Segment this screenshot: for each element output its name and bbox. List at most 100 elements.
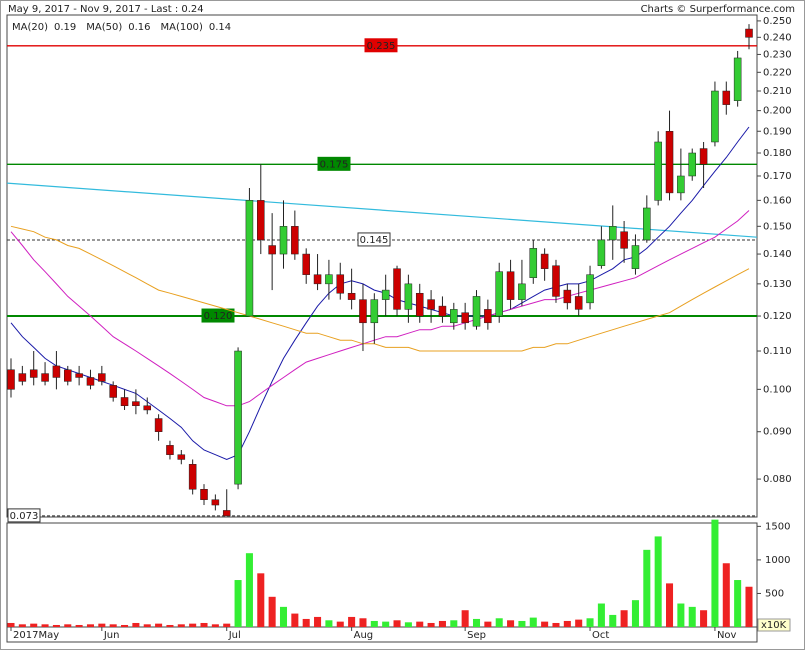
- price-panel: [6, 14, 758, 518]
- volume-bar: [393, 620, 401, 627]
- candle-body: [552, 265, 560, 297]
- volume-bar: [620, 610, 628, 627]
- volume-bar: [631, 600, 639, 627]
- volume-bar: [495, 618, 503, 627]
- volume-bar: [41, 624, 49, 627]
- candle-body: [211, 499, 220, 506]
- candle-body: [222, 510, 231, 517]
- volume-bar: [484, 621, 492, 627]
- candle-body: [302, 253, 310, 275]
- level-label: 0.073: [10, 511, 39, 522]
- legend-value: 0.14: [209, 22, 231, 33]
- volume-bar: [382, 621, 390, 627]
- volume-bar: [507, 620, 515, 627]
- legend-name: MA(50): [86, 22, 122, 33]
- candle-body: [722, 90, 731, 105]
- candle-body: [620, 231, 628, 249]
- x-tick-label: Aug: [354, 630, 374, 641]
- candle-body: [518, 283, 526, 300]
- candle-body: [41, 373, 49, 382]
- volume-bar: [189, 623, 197, 627]
- volume-bar: [745, 586, 753, 627]
- volume-bar: [609, 614, 617, 627]
- y-tick-label: 0.210: [763, 86, 792, 97]
- volume-bar: [121, 624, 129, 627]
- volume-bar: [64, 624, 72, 627]
- volume-bar: [518, 620, 526, 627]
- volume-bar: [552, 622, 560, 627]
- x-tick-label: Jul: [228, 630, 241, 641]
- volume-bar: [279, 606, 288, 627]
- y-tick-label: 0.170: [763, 171, 792, 182]
- volume-bar: [314, 616, 322, 627]
- volume-bar: [666, 583, 674, 627]
- volume-bar: [75, 624, 83, 627]
- candle-body: [745, 28, 753, 38]
- candle-body: [654, 141, 662, 201]
- ma-line: [10, 126, 750, 461]
- volume-bar: [575, 619, 583, 627]
- candle-body: [472, 296, 481, 327]
- candle-body: [495, 271, 503, 317]
- candle-body: [427, 299, 435, 310]
- candle-body: [7, 369, 15, 390]
- candle-body: [631, 245, 640, 269]
- candle-body: [574, 296, 583, 310]
- volume-bar: [223, 623, 231, 627]
- chart-title: May 9, 2017 - Nov 9, 2017 - Last : 0.24: [8, 4, 204, 15]
- volume-bar: [677, 603, 685, 627]
- volume-bar: [257, 573, 265, 627]
- candle-body: [188, 464, 197, 490]
- volume-bar: [7, 622, 15, 627]
- y-tick-label: 0.200: [763, 106, 792, 117]
- candle-body: [370, 299, 379, 324]
- candle-body: [438, 305, 447, 317]
- volume-bar: [348, 616, 356, 627]
- volume-bar: [404, 622, 412, 627]
- volume-bar: [302, 618, 310, 627]
- volume-bar: [734, 580, 742, 627]
- candle-body: [461, 312, 469, 324]
- candle-body: [132, 401, 140, 407]
- volume-bar: [325, 620, 333, 627]
- candle-body: [154, 418, 163, 432]
- y-tick-label: 0.110: [763, 346, 792, 357]
- x-tick-label: Nov: [717, 630, 737, 641]
- volume-bar: [336, 621, 344, 627]
- volume-bar: [359, 618, 367, 627]
- candle-body: [393, 268, 401, 310]
- volume-tick-label: 1000: [765, 555, 790, 566]
- y-tick-label: 0.180: [763, 148, 792, 159]
- candle-body: [608, 226, 617, 241]
- volume-bar: [370, 620, 378, 627]
- volume-bar: [166, 624, 174, 627]
- candle-body: [200, 489, 208, 500]
- candle-body: [711, 90, 719, 143]
- y-tick-label: 0.140: [763, 249, 792, 260]
- volume-bar: [177, 624, 185, 627]
- level-box: [317, 156, 351, 171]
- candle-body: [347, 292, 356, 300]
- y-tick-label: 0.230: [763, 49, 792, 60]
- volume-bar: [529, 617, 537, 627]
- volume-bar: [86, 624, 94, 627]
- candle-body: [404, 283, 413, 310]
- level-box: [364, 38, 398, 53]
- volume-bar: [109, 624, 117, 627]
- candle-body: [699, 148, 708, 165]
- ma-line: [10, 225, 750, 352]
- level-box: [357, 232, 391, 247]
- x-tick-label: Oct: [592, 630, 609, 641]
- candle-body: [63, 369, 72, 382]
- volume-bar: [586, 618, 594, 627]
- candle-body: [98, 373, 106, 382]
- candle-body: [529, 248, 538, 278]
- legend-value: 0.16: [128, 22, 150, 33]
- candle-body: [18, 373, 27, 382]
- volume-bar: [711, 519, 719, 627]
- legend-name: MA(100): [161, 22, 203, 33]
- candle-body: [109, 385, 117, 398]
- level-label: 0.175: [320, 159, 349, 170]
- trendline: [6, 182, 758, 238]
- x-tick-label: 2017May: [13, 630, 59, 641]
